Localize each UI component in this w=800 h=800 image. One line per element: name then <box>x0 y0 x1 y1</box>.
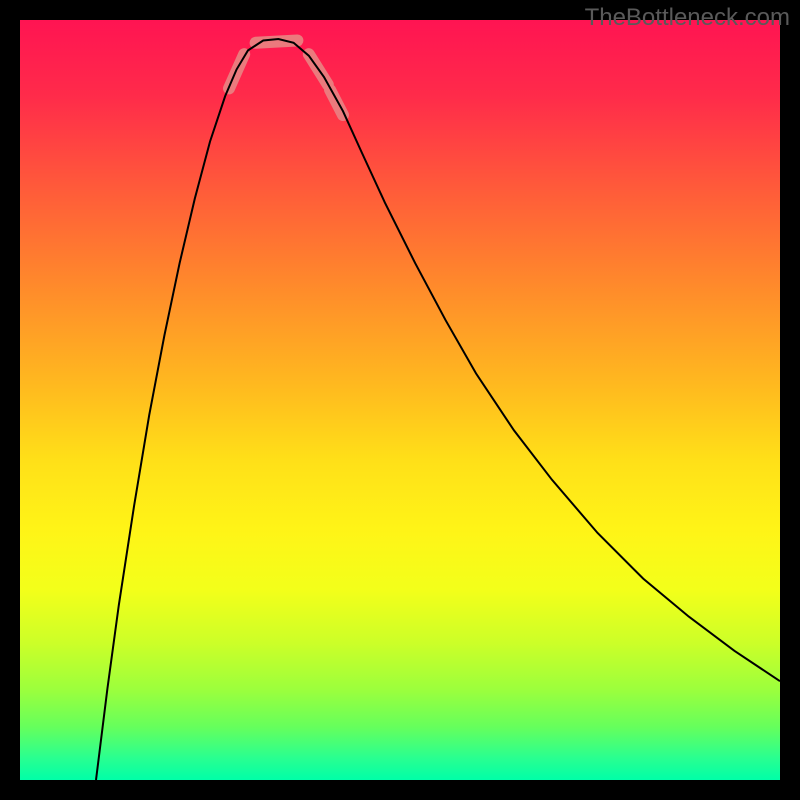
bottleneck-chart <box>0 0 800 800</box>
plot-background <box>20 20 780 780</box>
